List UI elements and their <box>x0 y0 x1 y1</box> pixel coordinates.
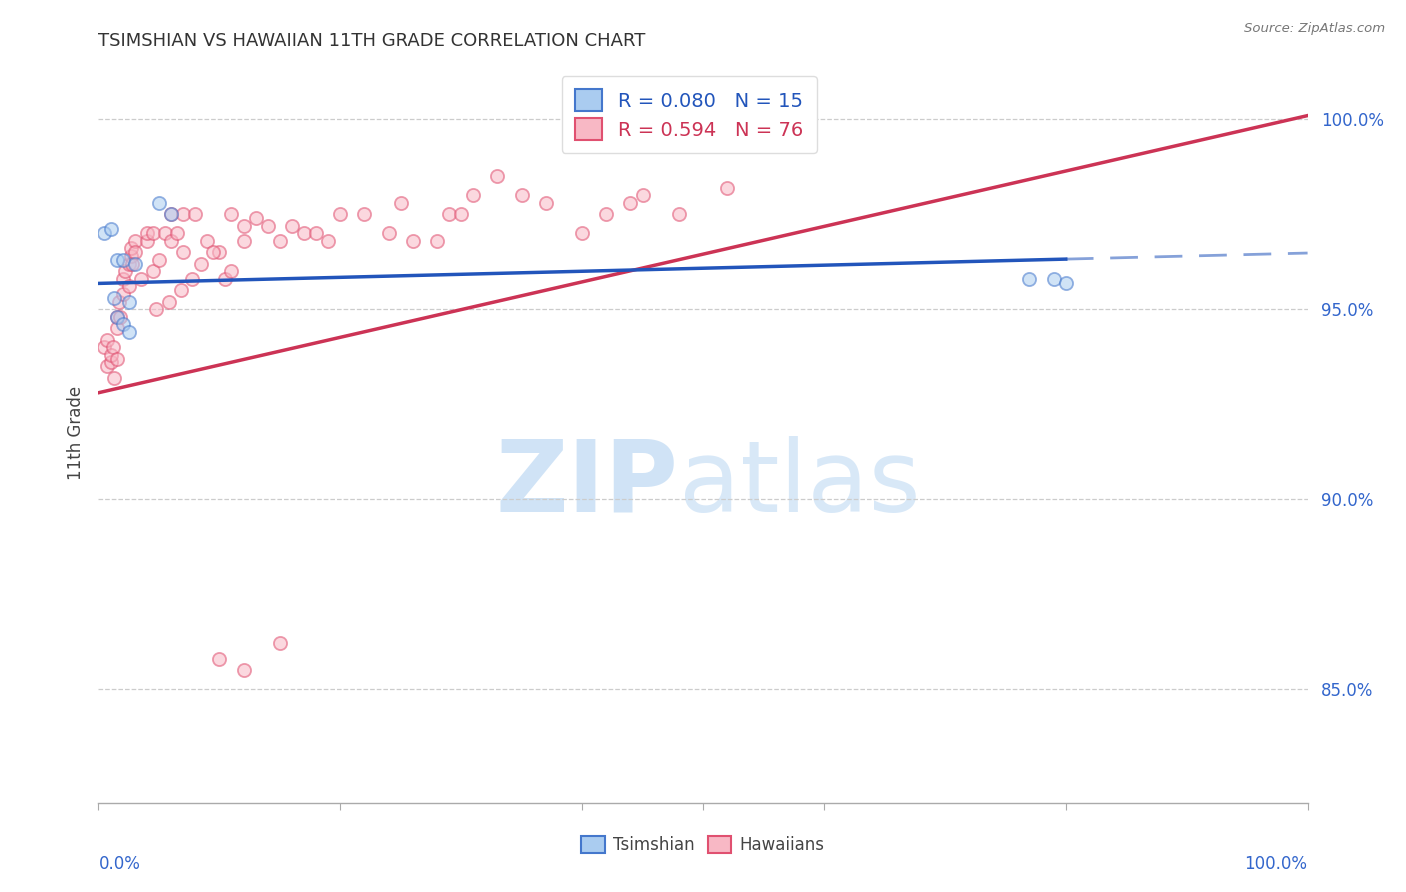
Point <box>145 302 167 317</box>
Point <box>1054 276 1077 290</box>
Point <box>316 234 339 248</box>
Point <box>450 207 472 221</box>
Point <box>111 318 134 332</box>
Point <box>100 348 122 362</box>
Point <box>108 310 131 324</box>
Point <box>631 188 654 202</box>
Point <box>180 272 202 286</box>
Point <box>96 333 118 347</box>
Point <box>142 227 165 241</box>
Point <box>120 242 142 256</box>
Point <box>100 355 122 369</box>
Point <box>103 291 125 305</box>
Point <box>463 188 485 202</box>
Point <box>118 325 141 339</box>
Point <box>190 257 212 271</box>
Point <box>269 636 291 650</box>
Text: TSIMSHIAN VS HAWAIIAN 11TH GRADE CORRELATION CHART: TSIMSHIAN VS HAWAIIAN 11TH GRADE CORRELA… <box>98 32 645 50</box>
Point <box>486 169 509 184</box>
Point <box>305 227 328 241</box>
Point <box>160 234 183 248</box>
Point <box>169 283 191 297</box>
Point <box>111 272 134 286</box>
Text: ZIP: ZIP <box>496 436 679 533</box>
Point <box>160 207 183 221</box>
Point <box>202 245 225 260</box>
Point <box>195 234 218 248</box>
Point <box>208 651 231 665</box>
Point <box>232 234 254 248</box>
Point <box>121 257 143 271</box>
Point <box>221 207 243 221</box>
Point <box>214 272 236 286</box>
Point <box>120 249 142 263</box>
Point <box>172 207 194 221</box>
Point <box>135 234 157 248</box>
Point <box>402 234 425 248</box>
Point <box>510 188 533 202</box>
Point <box>103 370 125 384</box>
Point <box>353 207 375 221</box>
Point <box>124 245 146 260</box>
Point <box>105 321 128 335</box>
Point <box>105 351 128 366</box>
Point <box>172 245 194 260</box>
Point <box>118 257 141 271</box>
Legend: Tsimshian, Hawaiians: Tsimshian, Hawaiians <box>575 830 831 861</box>
Point <box>100 222 122 236</box>
Text: 100.0%: 100.0% <box>1244 855 1308 872</box>
Point <box>108 294 131 309</box>
Point <box>105 310 128 324</box>
Point <box>111 252 134 267</box>
Point <box>142 264 165 278</box>
Point <box>232 219 254 233</box>
Point <box>93 227 115 241</box>
Point <box>716 180 738 194</box>
Point <box>245 211 267 226</box>
Point <box>153 227 176 241</box>
Point <box>208 245 231 260</box>
Point <box>114 264 136 278</box>
Point <box>160 207 183 221</box>
Y-axis label: 11th Grade: 11th Grade <box>66 385 84 480</box>
Point <box>135 227 157 241</box>
Point <box>595 207 617 221</box>
Point <box>281 219 304 233</box>
Point <box>426 234 449 248</box>
Text: Source: ZipAtlas.com: Source: ZipAtlas.com <box>1244 22 1385 36</box>
Point <box>377 227 399 241</box>
Point <box>329 207 352 221</box>
Point <box>118 279 141 293</box>
Point <box>269 234 291 248</box>
Point <box>571 227 593 241</box>
Text: 0.0%: 0.0% <box>98 855 141 872</box>
Point <box>118 294 141 309</box>
Point <box>124 257 146 271</box>
Text: atlas: atlas <box>679 436 921 533</box>
Point <box>129 272 152 286</box>
Point <box>101 340 124 354</box>
Point <box>96 359 118 374</box>
Point <box>619 195 641 210</box>
Point <box>1042 272 1064 286</box>
Point <box>105 252 128 267</box>
Point <box>184 207 207 221</box>
Point <box>124 234 146 248</box>
Point <box>93 340 115 354</box>
Point <box>105 310 128 324</box>
Point <box>389 195 412 210</box>
Point <box>111 287 134 301</box>
Point <box>148 252 170 267</box>
Point <box>221 264 243 278</box>
Point <box>1018 272 1040 286</box>
Point <box>148 195 170 210</box>
Point <box>256 219 278 233</box>
Point <box>166 227 188 241</box>
Point <box>157 294 180 309</box>
Point <box>292 227 315 241</box>
Point <box>534 195 557 210</box>
Point <box>232 663 254 677</box>
Point <box>437 207 460 221</box>
Point <box>668 207 690 221</box>
